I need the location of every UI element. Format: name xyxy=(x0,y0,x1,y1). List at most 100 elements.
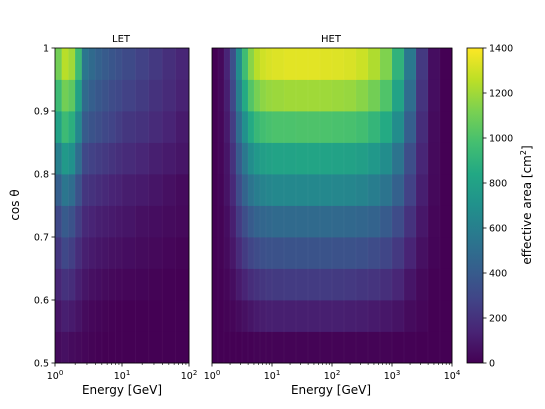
het-cell xyxy=(218,300,224,332)
het-cell xyxy=(284,300,296,332)
het-cell xyxy=(236,143,242,175)
het-cell xyxy=(428,174,440,206)
het-cell xyxy=(380,300,392,332)
het-cell xyxy=(308,174,320,206)
het-cell xyxy=(218,332,224,364)
het-cell xyxy=(428,80,440,112)
het-cell xyxy=(368,332,380,364)
let-cell xyxy=(162,143,176,175)
het-cell xyxy=(254,237,260,269)
het-cell xyxy=(230,111,236,143)
let-cell xyxy=(62,206,69,238)
het-cell xyxy=(224,80,230,112)
het-cell xyxy=(308,237,320,269)
het-cell xyxy=(266,80,272,112)
het-cell xyxy=(368,111,380,143)
het-cell xyxy=(260,300,266,332)
het-cell xyxy=(230,332,236,364)
het-cell xyxy=(266,143,272,175)
het-cell xyxy=(212,111,218,143)
het-cell xyxy=(440,80,452,112)
let-cell xyxy=(55,174,62,206)
let-cell xyxy=(109,237,116,269)
het-cell xyxy=(368,174,380,206)
let-x-axis: 100 101 102 xyxy=(47,363,198,382)
het-cell xyxy=(404,300,416,332)
het-cell xyxy=(266,237,272,269)
het-cell xyxy=(218,206,224,238)
het-cell xyxy=(236,332,242,364)
het-cell xyxy=(224,174,230,206)
het-cell xyxy=(356,48,368,80)
let-cell xyxy=(68,300,75,332)
let-cell xyxy=(82,143,89,175)
het-cell xyxy=(272,143,284,175)
het-cell xyxy=(284,206,296,238)
het-cell xyxy=(266,269,272,301)
colorbar: 0200400600800100012001400 effective area… xyxy=(467,44,534,370)
het-cell xyxy=(230,237,236,269)
het-cell xyxy=(242,48,248,80)
het-cell xyxy=(218,269,224,301)
het-cell xyxy=(296,48,308,80)
let-x-axis-label: Energy [GeV] xyxy=(82,383,162,397)
het-cell xyxy=(332,143,344,175)
het-cell xyxy=(224,111,230,143)
let-cell xyxy=(115,269,122,301)
het-cell xyxy=(416,332,428,364)
het-cell xyxy=(404,237,416,269)
let-cell xyxy=(89,48,96,80)
let-cell xyxy=(149,300,163,332)
het-cell xyxy=(356,143,368,175)
let-cell xyxy=(62,48,69,80)
let-cell xyxy=(115,111,122,143)
het-cell xyxy=(404,143,416,175)
het-cell xyxy=(440,174,452,206)
let-cell xyxy=(95,237,102,269)
let-cell xyxy=(75,80,82,112)
let-cell xyxy=(95,111,102,143)
het-cell xyxy=(344,332,356,364)
het-cell xyxy=(254,80,260,112)
het-cell xyxy=(254,300,260,332)
het-cell xyxy=(296,237,308,269)
let-cell xyxy=(122,300,136,332)
let-cell xyxy=(75,332,82,364)
het-cell xyxy=(248,48,254,80)
let-cell xyxy=(162,48,176,80)
het-cell xyxy=(254,174,260,206)
het-cell xyxy=(242,174,248,206)
het-cell xyxy=(380,111,392,143)
het-cell xyxy=(320,80,332,112)
let-cell xyxy=(95,332,102,364)
het-cell xyxy=(404,206,416,238)
let-cell xyxy=(162,206,176,238)
het-cell xyxy=(236,269,242,301)
het-cell xyxy=(236,300,242,332)
let-cell xyxy=(68,174,75,206)
het-cell xyxy=(356,269,368,301)
het-x-tick-label: 103 xyxy=(384,369,401,382)
het-cell xyxy=(344,111,356,143)
let-cell xyxy=(122,80,136,112)
het-cell xyxy=(368,143,380,175)
het-cell xyxy=(242,332,248,364)
let-cell xyxy=(75,300,82,332)
let-cell xyxy=(176,332,190,364)
het-cell xyxy=(416,111,428,143)
let-cell xyxy=(109,143,116,175)
het-cell xyxy=(416,48,428,80)
het-cell xyxy=(218,48,224,80)
let-y-axis-label: cos θ xyxy=(8,189,22,220)
let-cell xyxy=(62,143,69,175)
let-cell xyxy=(149,332,163,364)
het-cell xyxy=(392,143,404,175)
let-cell xyxy=(62,111,69,143)
het-cell xyxy=(266,48,272,80)
het-cell xyxy=(254,48,260,80)
let-cell xyxy=(102,80,109,112)
het-cell xyxy=(248,206,254,238)
het-cell xyxy=(236,237,242,269)
het-cell xyxy=(218,237,224,269)
het-cell xyxy=(308,332,320,364)
